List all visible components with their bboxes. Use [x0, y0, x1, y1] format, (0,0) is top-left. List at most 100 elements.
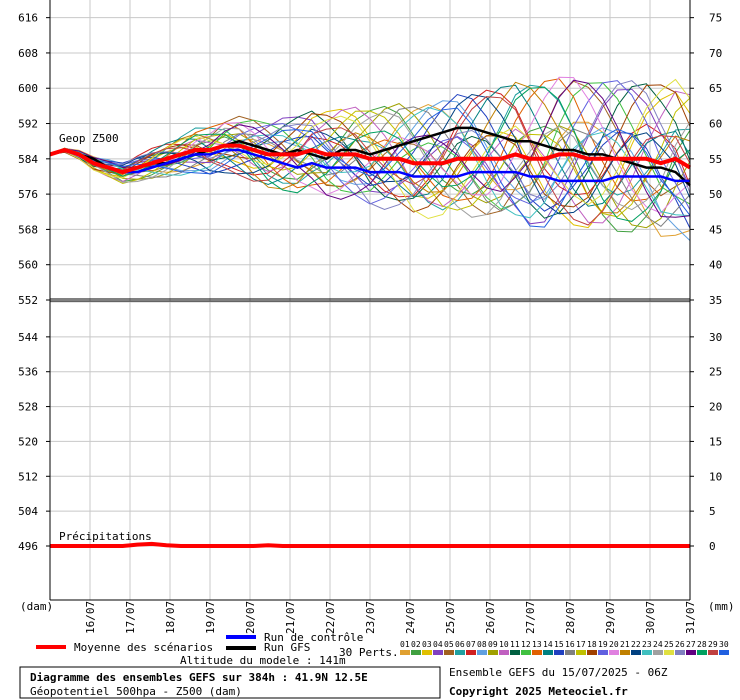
pert-legend: 01 02 03 04 05 06 07 08 09 10 11 12 13 14 15 16 17 18 19 20… — [400, 640, 729, 655]
left-tick-label: 552 — [18, 294, 38, 307]
date-tick-label: 23/07 — [364, 601, 377, 634]
pert-legend-label: 25 — [664, 640, 674, 649]
pert-legend-swatch — [664, 650, 674, 655]
pert-legend-swatch — [422, 650, 432, 655]
pert-line-29 — [49, 96, 691, 226]
pert-legend-swatch — [521, 650, 531, 655]
legend-mean-label: Moyenne des scénarios — [74, 641, 213, 654]
pert-legend-label: 19 — [598, 640, 608, 649]
pert-legend-label: 13 — [532, 640, 542, 649]
pert-legend-swatch — [620, 650, 630, 655]
date-tick-label: 24/07 — [404, 601, 417, 634]
pert-legend-swatch — [598, 650, 608, 655]
date-tick-label: 27/07 — [524, 601, 537, 634]
right-tick-label: 10 — [709, 470, 722, 483]
pert-legend-swatch — [400, 650, 410, 655]
pert-legend-label: 03 — [422, 640, 432, 649]
pert-legend-label: 12 — [521, 640, 531, 649]
pert-legend-swatch — [532, 650, 542, 655]
pert-legend-swatch — [609, 650, 619, 655]
left-tick-label: 600 — [18, 82, 38, 95]
right-tick-label: 30 — [709, 331, 722, 344]
pert-legend-swatch — [708, 650, 718, 655]
date-tick-label: 20/07 — [244, 601, 257, 634]
left-tick-label: 608 — [18, 47, 38, 60]
footer-run: Ensemble GEFS du 15/07/2025 - 06Z — [449, 666, 668, 679]
left-tick-label: 528 — [18, 401, 38, 414]
footer-subtitle: Géopotentiel 500hpa - Z500 (dam) — [30, 685, 242, 698]
right-tick-label: 55 — [709, 153, 722, 166]
pert-legend-label: 26 — [675, 640, 685, 649]
legend: Moyenne des scénarios Run de contrôle Ru… — [36, 631, 729, 659]
pert-legend-swatch — [653, 650, 663, 655]
bottom-panel-label: Précipitations — [59, 530, 152, 543]
pert-legend-swatch — [466, 650, 476, 655]
pert-legend-label: 06 — [455, 640, 465, 649]
pert-legend-label: 16 — [565, 640, 575, 649]
main-series — [49, 126, 692, 548]
footer-title: Diagramme des ensembles GEFS sur 384h : … — [30, 671, 368, 684]
pert-legend-swatch — [411, 650, 421, 655]
left-tick-label: 616 — [18, 12, 38, 25]
date-tick-label: 29/07 — [604, 601, 617, 634]
right-tick-label: 25 — [709, 366, 722, 379]
left-tick-label: 512 — [18, 470, 38, 483]
pert-legend-swatch — [686, 650, 696, 655]
pert-legend-label: 08 — [477, 640, 487, 649]
pert-legend-label: 17 — [576, 640, 586, 649]
pert-legend-swatch — [576, 650, 586, 655]
pert-legend-swatch — [499, 650, 509, 655]
pert-legend-label: 11 — [510, 640, 520, 649]
pert-legend-swatch — [510, 650, 520, 655]
date-tick-label: 28/07 — [564, 601, 577, 634]
date-tick-label: 30/07 — [644, 601, 657, 634]
right-tick-label: 35 — [709, 294, 722, 307]
left-tick-label: 504 — [18, 505, 38, 518]
right-tick-label: 60 — [709, 118, 722, 131]
pert-legend-label: 22 — [631, 640, 641, 649]
left-unit: (dam) — [20, 600, 53, 613]
chart-axes: 6166086005925845765685605527570656055504… — [18, 0, 722, 634]
pert-legend-label: 01 — [400, 640, 410, 649]
pert-legend-label: 14 — [543, 640, 553, 649]
right-unit: (mm) — [708, 600, 735, 613]
pert-line-16 — [49, 106, 691, 227]
date-tick-label: 21/07 — [284, 601, 297, 634]
pert-line-05 — [49, 80, 691, 216]
date-tick-label: 26/07 — [484, 601, 497, 634]
pert-legend-label: 27 — [686, 640, 696, 649]
right-tick-label: 15 — [709, 435, 722, 448]
right-tick-label: 65 — [709, 82, 722, 95]
pert-legend-label: 21 — [620, 640, 630, 649]
right-tick-label: 40 — [709, 259, 722, 272]
pert-legend-swatch — [488, 650, 498, 655]
pert-line-25 — [49, 78, 691, 220]
pert-legend-swatch — [565, 650, 575, 655]
right-tick-label: 75 — [709, 12, 722, 25]
control-line — [49, 148, 690, 183]
left-tick-label: 544 — [18, 331, 38, 344]
pert-legend-label: 18 — [587, 640, 597, 649]
altitude-text: Altitude du modele : 141m — [180, 654, 346, 667]
right-tick-label: 5 — [709, 505, 716, 518]
legend-gfs-label: Run GFS — [264, 641, 310, 654]
left-tick-label: 576 — [18, 188, 38, 201]
pert-legend-swatch — [554, 650, 564, 655]
pert-legend-label: 23 — [642, 640, 652, 649]
date-tick-label: 25/07 — [444, 601, 457, 634]
legend-control-label: Run de contrôle — [264, 631, 363, 644]
precip-mean-line — [50, 541, 690, 548]
date-tick-label: 19/07 — [204, 601, 217, 634]
left-tick-label: 536 — [18, 366, 38, 379]
pert-legend-label: 15 — [554, 640, 564, 649]
right-tick-label: 20 — [709, 401, 722, 414]
top-panel-label: Geop Z500 — [59, 132, 119, 145]
pert-legend-swatch — [697, 650, 707, 655]
date-tick-label: 31/07 — [684, 601, 697, 634]
left-tick-label: 496 — [18, 540, 38, 553]
pert-line-15 — [49, 93, 691, 229]
footer-box — [19, 666, 441, 699]
pert-legend-label: 30 — [719, 640, 729, 649]
pert-legend-label: 04 — [433, 640, 443, 649]
